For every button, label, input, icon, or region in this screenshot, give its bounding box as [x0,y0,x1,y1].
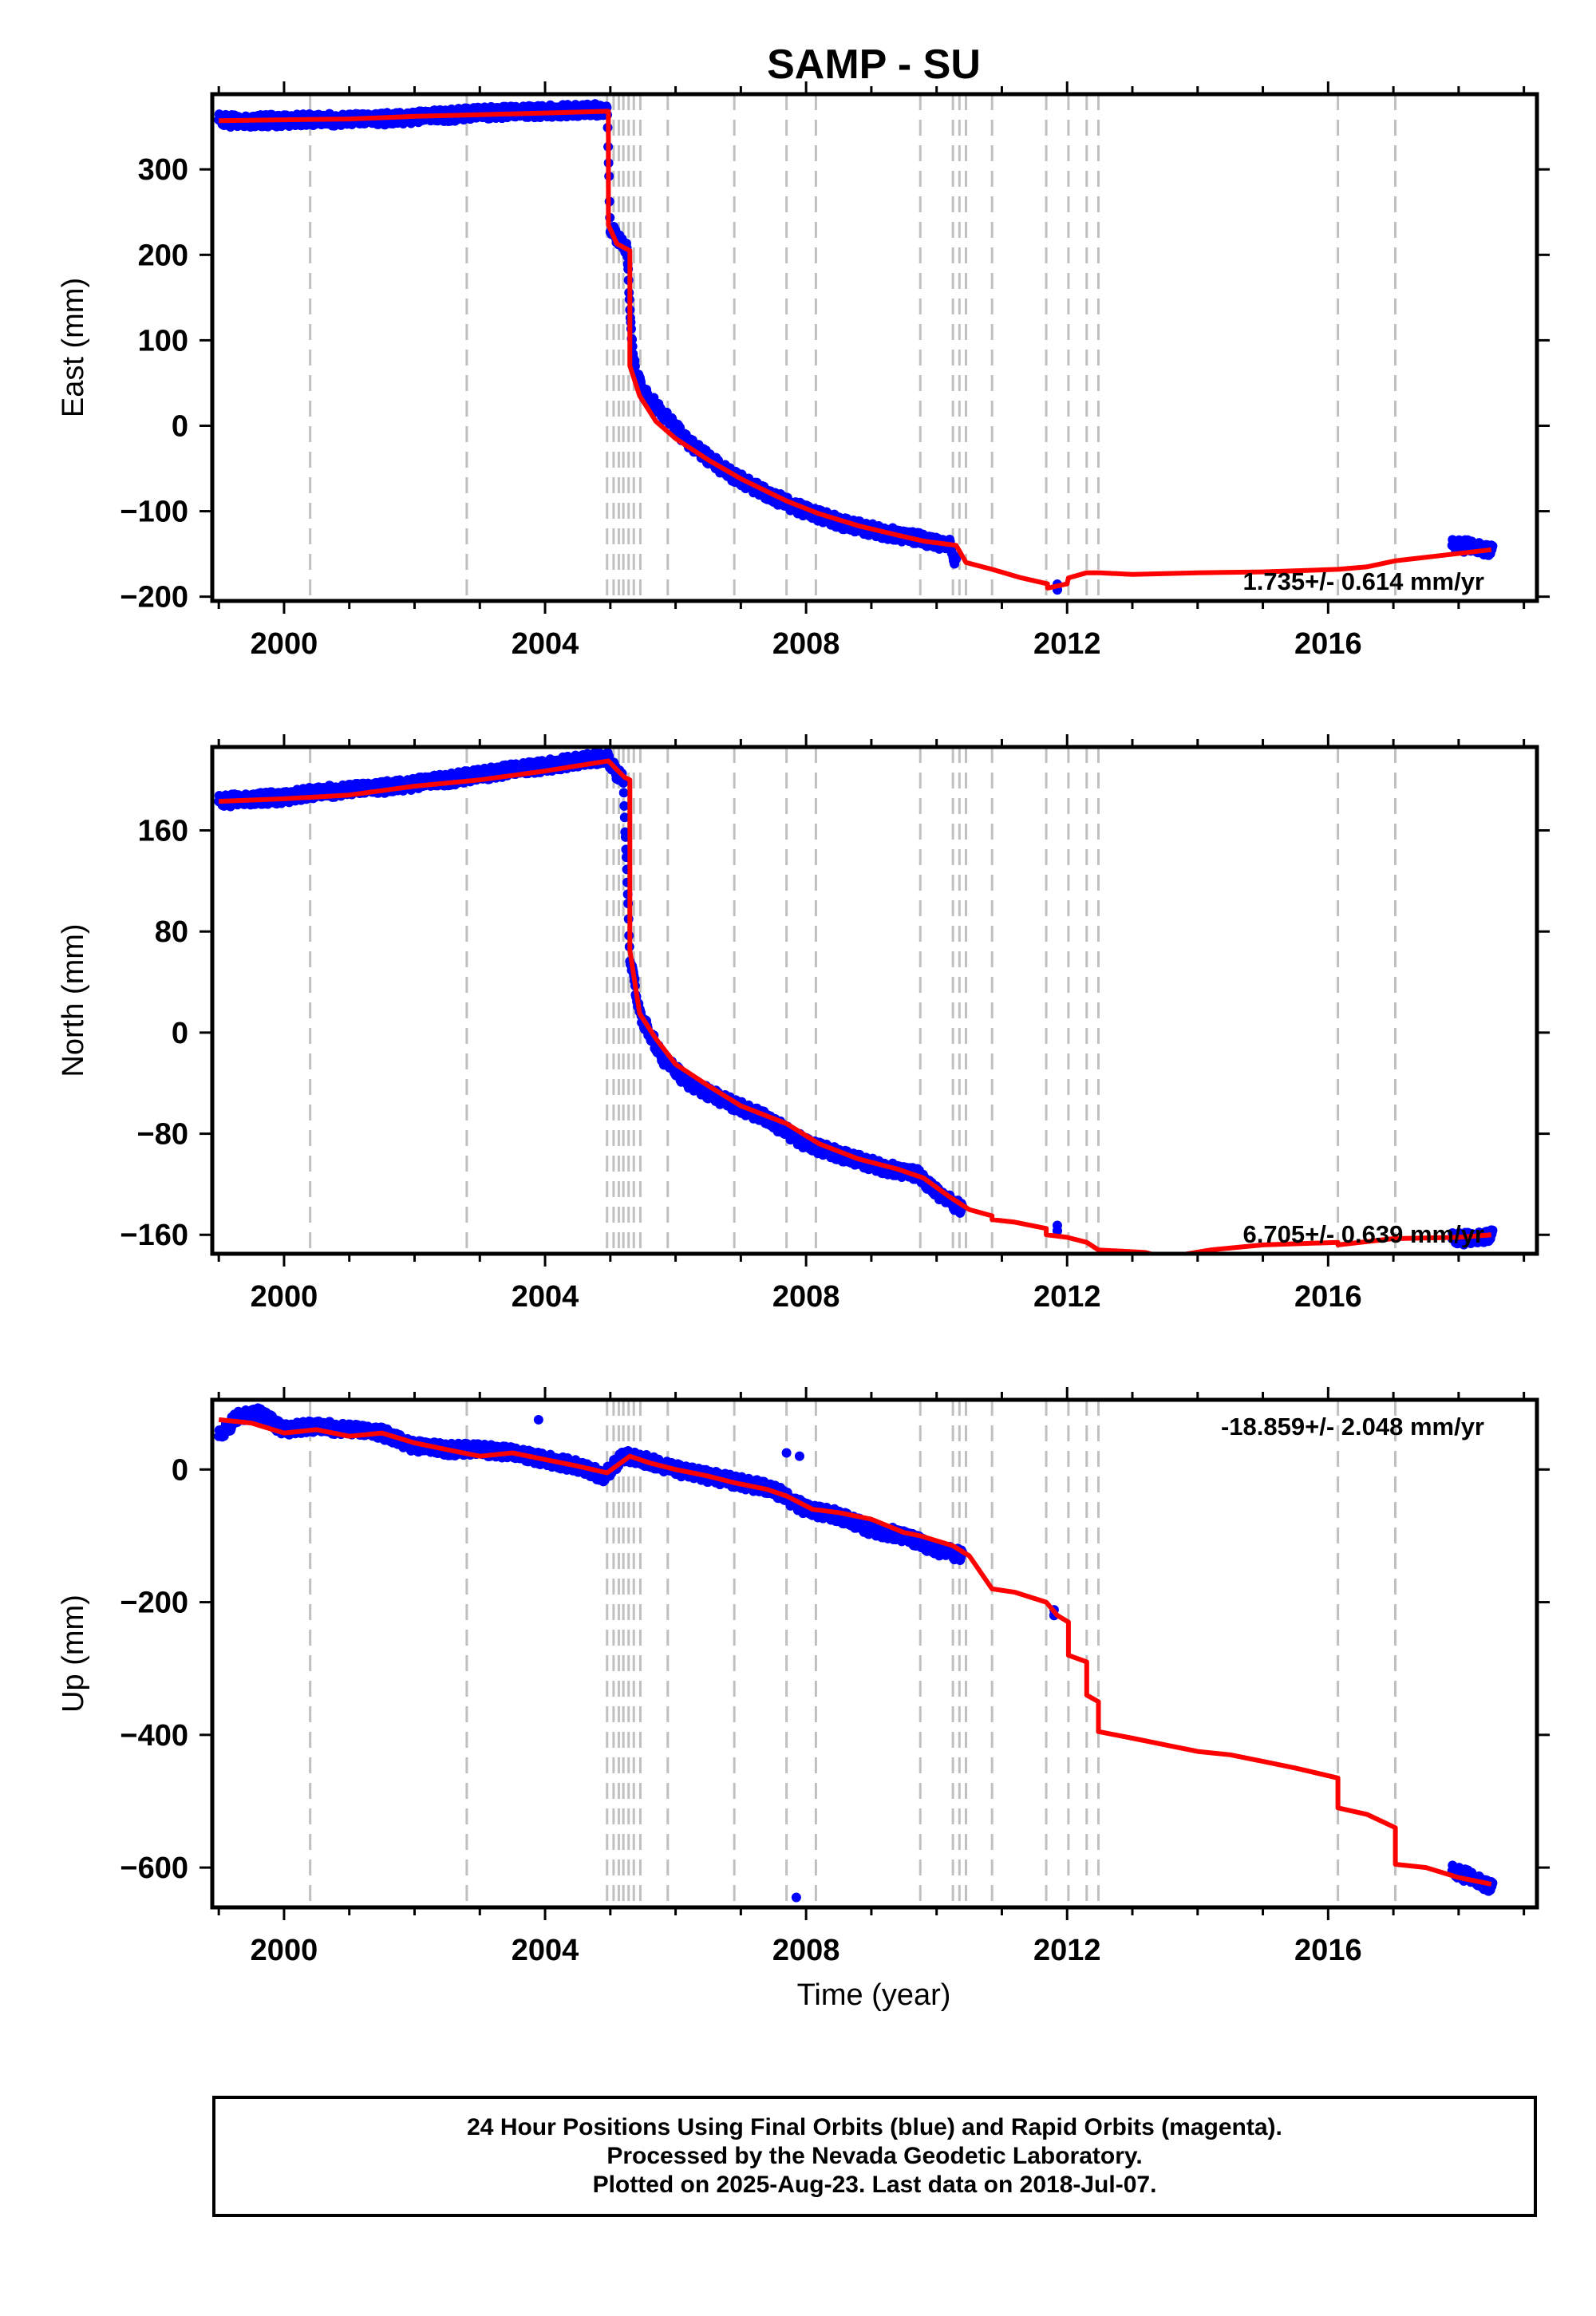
observed-point [1052,1226,1062,1236]
plot-area-north [214,747,1498,1254]
y-tick-label: 160 [138,815,188,848]
y-tick-label: 80 [155,915,188,949]
x-tick-label: 2012 [1033,1280,1101,1314]
chart-panels: 2000 2004 2008 2012 2016 −200 −100 0 100 200 300 Ea… [57,81,1550,1967]
x-tick-label: 2004 [512,627,579,661]
y-tick-label: −100 [120,496,188,529]
y-tick-label: 200 [138,239,188,272]
x-tick-label: 2004 [512,1280,579,1314]
rate-label: 6.705+/- 0.639 mm/yr [1243,1220,1484,1248]
x-tick-label: 2008 [772,1280,840,1314]
model-line [219,109,1492,591]
x-tick-label: 2000 [251,1280,318,1314]
y-tick-label: −160 [120,1219,188,1252]
y-axis-label: North (mm) [57,923,90,1077]
panel-east: 2000 2004 2008 2012 2016 −200 −100 0 100 200 300 Ea… [57,81,1550,661]
model-line [219,758,1492,1254]
chart-title: SAMP - SU [767,41,981,88]
y-tick-label: 0 [172,409,188,443]
observed-point [951,554,962,564]
observed-point [618,788,629,798]
y-tick-label: 100 [138,324,188,358]
y-tick-label: 0 [172,1017,188,1050]
observed-point [619,800,630,811]
plot-frame [210,745,1539,1256]
x-tick-label: 2016 [1294,627,1362,661]
plot-area-east [214,94,1498,601]
y-tick-label: −80 [137,1118,188,1152]
y-tick-label: −200 [120,581,188,615]
plot-frame [210,92,1539,603]
x-tick-label: 2008 [772,627,840,661]
observed-point [619,812,630,823]
rate-label: 1.735+/- 0.614 mm/yr [1243,567,1484,595]
y-tick-label: 300 [138,153,188,187]
x-tick-label: 2016 [1294,1280,1362,1314]
x-tick-label: 2012 [1033,627,1101,661]
plot-area-up [214,1400,1498,1907]
panel-north: 2000 2004 2008 2012 2016 −160 −80 0 80 160 North (… [57,734,1550,1314]
x-tick-label: 2000 [251,627,318,661]
y-axis-label: East (mm) [57,278,90,417]
